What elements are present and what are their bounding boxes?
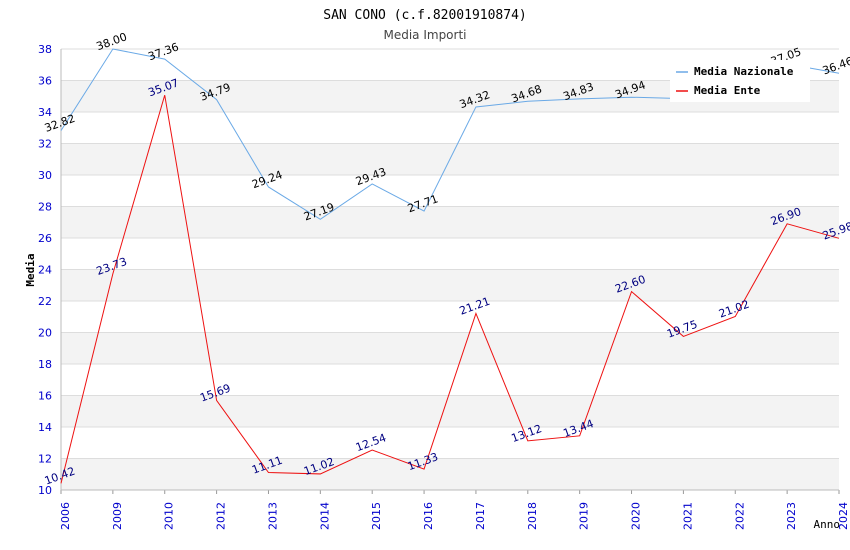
x-tick-label: 2016 (422, 502, 435, 530)
x-tick-label: 2009 (111, 502, 124, 530)
y-tick-label: 32 (38, 138, 52, 151)
y-tick-label: 18 (38, 358, 52, 371)
y-tick-label: 26 (38, 232, 52, 245)
y-tick-label: 34 (38, 106, 52, 119)
plot-band (61, 395, 839, 427)
x-tick-label: 2015 (370, 502, 383, 530)
legend-label-ente: Media Ente (694, 84, 761, 97)
x-tick-label: 2013 (266, 502, 279, 530)
x-tick-label: 2006 (59, 502, 72, 530)
y-tick-label: 12 (38, 453, 52, 466)
x-tick-label: 2010 (163, 502, 176, 530)
y-tick-label: 38 (38, 43, 52, 56)
x-tick-label: 2022 (733, 502, 746, 530)
y-axis-label: Media (24, 253, 37, 286)
legend-box (670, 60, 810, 102)
y-tick-label: 36 (38, 75, 52, 88)
y-tick-label: 30 (38, 169, 52, 182)
legend-label-nazionale: Media Nazionale (694, 65, 794, 78)
x-tick-labels: 2006 2009 2010 2012 2013 2014 2015 2016 2017 2018… (59, 502, 850, 530)
series-line-media-ente (60, 95, 840, 484)
x-tick-label: 2012 (215, 502, 228, 530)
y-tick-label: 10 (38, 484, 52, 497)
chart-title: SAN CONO (c.f.82001910874) (323, 8, 527, 23)
y-tick-label: 24 (38, 264, 52, 277)
y-tick-label: 28 (38, 201, 52, 214)
x-tick-label: 2020 (630, 502, 643, 530)
chart-subtitle: Media Importi (383, 28, 466, 42)
x-tick-label: 2014 (318, 502, 331, 530)
x-tick-label: 2023 (785, 502, 798, 530)
data-label: 38.00 (95, 30, 129, 53)
plot-band (61, 458, 839, 490)
data-label: 37.36 (147, 40, 181, 63)
legend: Media Nazionale Media Ente (670, 60, 810, 102)
x-axis-label: Anno (814, 518, 841, 531)
plot-band (61, 332, 839, 364)
y-tick-label: 22 (38, 295, 52, 308)
plot-band (61, 269, 839, 301)
y-tick-label: 16 (38, 390, 52, 403)
data-label: 36.46 (821, 54, 850, 77)
axes (60, 49, 839, 491)
y-tick-labels: 10 12 14 16 18 20 22 24 26 28 30 32 34 36 38 (38, 43, 52, 497)
y-tick-label: 14 (38, 421, 52, 434)
x-tick-label: 2019 (578, 502, 591, 530)
grid-lines (60, 48, 840, 494)
plot-bands (61, 80, 839, 490)
plot-band (61, 206, 839, 238)
x-tick-label: 2018 (526, 502, 539, 530)
y-tick-label: 20 (38, 327, 52, 340)
x-tick-label: 2024 (837, 502, 850, 530)
x-tick-label: 2021 (681, 502, 694, 530)
x-tick-label: 2017 (474, 502, 487, 530)
